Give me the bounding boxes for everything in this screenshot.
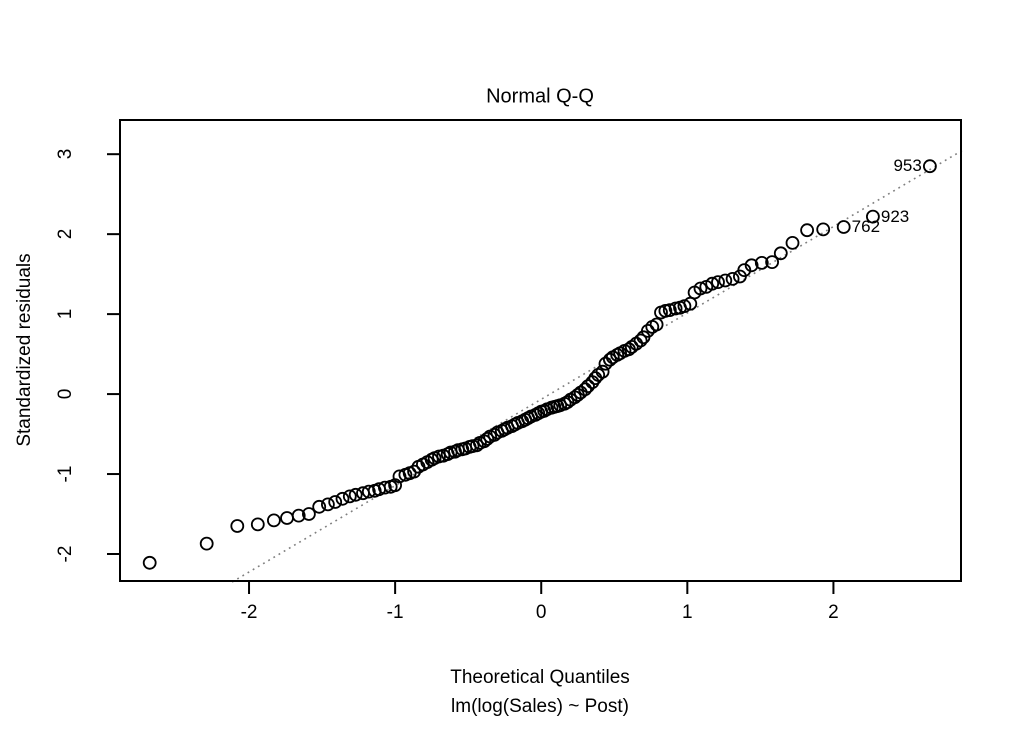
- qq-point: [560, 395, 575, 410]
- point-label: 953: [893, 156, 922, 176]
- x-tick-label: 1: [682, 602, 693, 623]
- qq-point: [711, 275, 725, 290]
- x-axis-title: Theoretical Quantiles: [450, 667, 630, 688]
- y-tick-label: -1: [55, 465, 76, 483]
- qq-point: [342, 489, 357, 504]
- qq-point: [348, 487, 363, 502]
- x-tick-label: 2: [828, 602, 839, 623]
- qq-point: [633, 333, 648, 348]
- qq-point: [335, 491, 350, 506]
- model-caption: lm(log(Sales) ~ Post): [451, 696, 629, 717]
- qq-point: [266, 513, 281, 528]
- point-label: 762: [851, 216, 881, 236]
- qq-point: [291, 508, 306, 523]
- y-tick-label: 0: [55, 388, 76, 400]
- qq-point: [603, 352, 617, 367]
- qq-point: [744, 258, 759, 273]
- chart-title: Normal Q-Q: [486, 85, 594, 108]
- qq-point: [595, 364, 610, 379]
- qq-point: [693, 281, 708, 296]
- qq-point: [836, 220, 851, 234]
- x-tick-label: -2: [240, 602, 258, 623]
- qq-point: [361, 484, 376, 499]
- qq-point: [301, 507, 316, 521]
- qq-point: [725, 271, 740, 286]
- qq-point: [480, 431, 495, 446]
- qq-point: [662, 303, 677, 318]
- qq-point: [800, 223, 814, 238]
- qq-point: [578, 382, 592, 397]
- qq-point: [328, 495, 343, 509]
- y-tick-label: -2: [55, 545, 76, 563]
- qq-point: [469, 438, 484, 453]
- qq-point: [754, 255, 769, 270]
- qq-point: [199, 536, 214, 551]
- qq-point: [816, 222, 831, 237]
- qq-point: [581, 379, 595, 394]
- qq-point: [649, 317, 664, 332]
- qq-point: [312, 499, 327, 514]
- qq-point: [705, 276, 720, 291]
- qq-point: [785, 235, 800, 250]
- x-tick-label: -1: [386, 602, 404, 623]
- y-tick-label: 3: [55, 148, 76, 160]
- qq-point: [923, 159, 937, 174]
- x-tick-label: 0: [535, 602, 547, 623]
- qq-point: [737, 263, 752, 278]
- qq-point: [320, 497, 335, 512]
- y-tick-label: 1: [55, 308, 76, 320]
- qq-point: [765, 255, 779, 270]
- qq-point: [407, 464, 422, 479]
- qq-point: [718, 273, 733, 288]
- qq-point: [866, 209, 880, 224]
- qq-point: [250, 517, 265, 532]
- qq-point: [487, 427, 502, 442]
- point-label: 923: [880, 206, 910, 226]
- y-tick-label: 2: [55, 228, 76, 240]
- qq-point: [773, 246, 788, 261]
- plot-border: [119, 119, 962, 582]
- qq-point: [230, 519, 245, 533]
- qq-point: [142, 555, 157, 570]
- qq-point: [641, 323, 655, 338]
- qq-point: [677, 299, 692, 314]
- qq-point: [377, 480, 392, 495]
